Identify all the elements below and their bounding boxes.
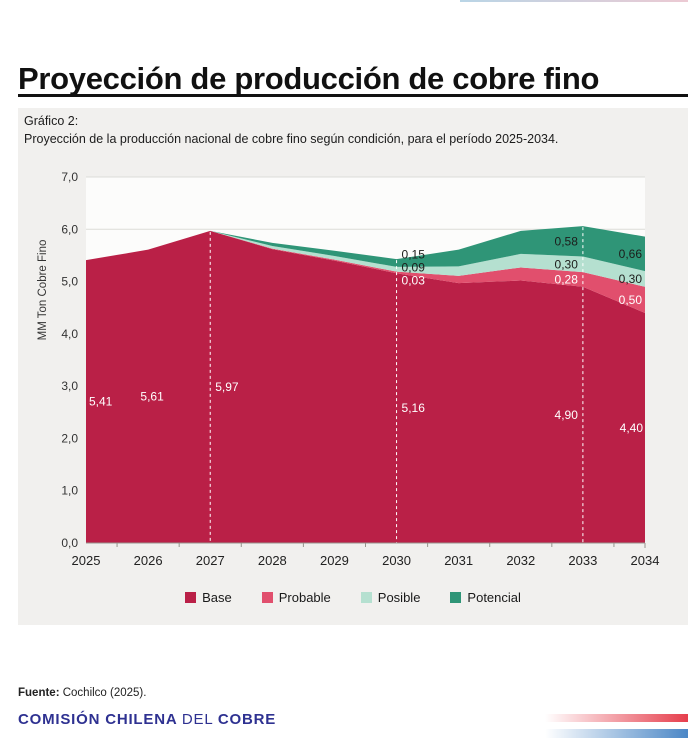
band-value-label: 0,58 (555, 234, 579, 248)
legend-item: Probable (261, 590, 331, 605)
footer-stripe-red (545, 714, 688, 722)
source-label: Fuente: (18, 687, 60, 699)
figure-caption: Proyección de la producción nacional de … (24, 132, 559, 146)
x-axis-tick-label: 2027 (196, 553, 225, 568)
base-value-label: 4,40 (620, 421, 644, 435)
y-axis-tick-label: 5,0 (61, 275, 78, 289)
base-value-label: 5,61 (140, 389, 164, 403)
area-posible (86, 230, 645, 287)
area-probable (86, 230, 645, 313)
page-title: Proyección de producción de cobre fino (18, 60, 600, 96)
y-axis-tick-label: 4,0 (61, 327, 78, 341)
x-axis-tick-label: 2025 (72, 553, 101, 568)
x-axis-tick-label: 2026 (134, 553, 163, 568)
source-text: Cochilco (2025). (59, 687, 147, 699)
band-value-label: 0,66 (619, 247, 643, 261)
x-axis-tick-label: 2028 (258, 553, 287, 568)
x-axis-tick-label: 2034 (631, 553, 660, 568)
legend-item: Potencial (450, 590, 521, 605)
cochilco-logo: COMISIÓN CHILENA DEL COBRE (18, 711, 276, 728)
logo-part-3: COBRE (217, 711, 277, 728)
base-value-label: 4,90 (555, 408, 579, 422)
y-axis-tick-label: 0,0 (61, 536, 78, 550)
legend-label: Base (202, 590, 232, 605)
legend-swatch (450, 592, 462, 603)
figure-caption-label: Gráfico 2: (24, 114, 79, 128)
band-value-label: 0,50 (619, 293, 643, 307)
y-axis-tick-label: 2,0 (61, 431, 78, 445)
title-divider (18, 94, 688, 97)
x-axis-tick-label: 2031 (444, 553, 473, 568)
x-axis-tick-label: 2033 (568, 553, 597, 568)
logo-part-2: DEL (181, 711, 218, 728)
band-value-label: 0,03 (402, 274, 426, 288)
chart-panel: Gráfico 2: Proyección de la producción n… (18, 108, 688, 625)
legend-label: Probable (278, 590, 331, 605)
area-potencial (86, 226, 645, 272)
top-accent-gradient (460, 0, 688, 2)
band-value-label: 0,28 (555, 272, 579, 286)
x-axis-tick-label: 2030 (382, 553, 411, 568)
base-value-label: 5,16 (402, 401, 426, 415)
legend-label: Posible (377, 590, 421, 605)
chart-svg: 0,0 1,0 2,0 3,0 4,0 5,0 6,0 7,0 2025 2026 2027 2028… (37, 170, 660, 568)
y-axis-tick-label: 7,0 (61, 170, 78, 184)
x-axis-tick-label: 2032 (506, 553, 535, 568)
y-axis-tick-label: 1,0 (61, 484, 78, 498)
legend-swatch (261, 592, 273, 603)
band-value-label: 0,30 (555, 257, 579, 271)
legend-item: Posible (360, 590, 421, 605)
band-value-label: 0,30 (619, 272, 643, 286)
base-value-label: 5,97 (215, 380, 239, 394)
legend-item: Base (185, 590, 232, 605)
x-axis-tick-label: 2029 (320, 553, 349, 568)
legend-swatch (360, 592, 372, 603)
area-base (86, 230, 645, 543)
logo-part-1: COMISIÓN CHILENA (18, 711, 182, 728)
y-axis-title: MM Ton Cobre Fino (37, 240, 49, 341)
footer-stripe-blue (545, 729, 688, 738)
source-note: Fuente: Cochilco (2025). (18, 687, 146, 699)
y-axis-tick-label: 6,0 (61, 222, 78, 236)
y-axis-tick-label: 3,0 (61, 379, 78, 393)
band-value-label: 0,09 (402, 261, 426, 275)
base-value-label: 5,41 (89, 395, 113, 409)
chart-legend: Base Probable Posible Potencial (18, 590, 688, 605)
legend-swatch (185, 592, 197, 603)
legend-label: Potencial (467, 590, 521, 605)
band-value-label: 0,15 (402, 248, 426, 262)
